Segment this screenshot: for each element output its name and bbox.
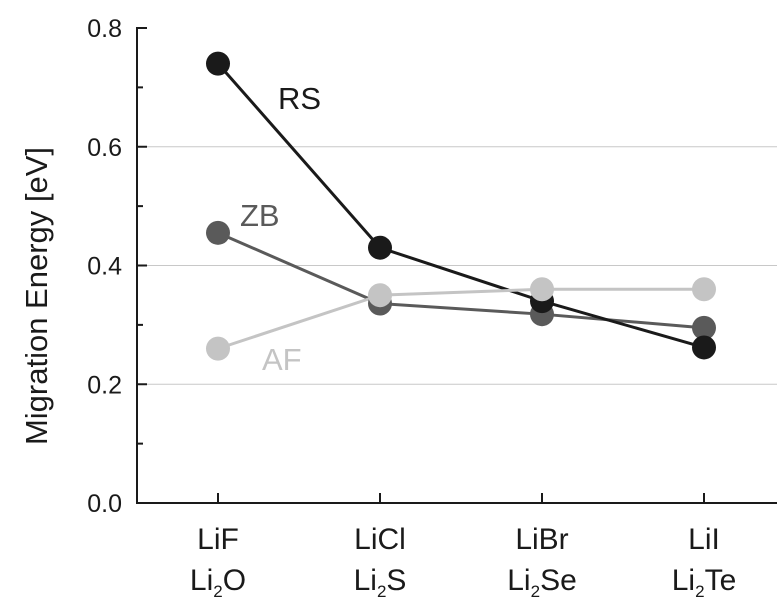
series-line-af: [218, 289, 704, 348]
point-af-2: [530, 277, 554, 301]
point-rs-3: [692, 335, 716, 359]
point-af-1: [368, 283, 392, 307]
point-af-0: [206, 337, 230, 361]
x-category-sublabel-0: Li2O: [190, 564, 246, 601]
series-labels: ZB RS AF: [240, 81, 321, 377]
point-af-3: [692, 277, 716, 301]
grid-lines: [137, 147, 777, 385]
x-category-sublabel-1: Li2S: [354, 564, 407, 601]
x-category-label-1: LiCl: [354, 523, 406, 556]
point-zb-0: [206, 221, 230, 245]
series-label-rs: RS: [278, 81, 321, 116]
x-category-label-3: LiI: [688, 523, 720, 556]
y-ticks: 0.0 0.2 0.4 0.6 0.8: [87, 15, 147, 518]
x-category-label-0: LiF: [197, 523, 239, 556]
point-rs-0: [206, 52, 230, 76]
x-category-sublabel-3: Li2Te: [672, 564, 737, 601]
x-ticks: LiF Li2O LiCl Li2S LiBr Li2Se LiI Li2Te: [190, 493, 736, 601]
y-axis-label: Migration Energy [eV]: [19, 147, 54, 445]
series-line-zb: [218, 233, 704, 328]
y-tick-label-0: 0.0: [87, 490, 122, 518]
point-rs-1: [368, 236, 392, 260]
y-tick-label-2: 0.4: [87, 253, 122, 281]
x-category-label-2: LiBr: [515, 523, 568, 556]
series-label-zb: ZB: [240, 198, 280, 233]
series-label-af: AF: [262, 342, 302, 377]
y-tick-label-4: 0.8: [87, 15, 122, 43]
x-category-sublabel-2: Li2Se: [507, 564, 577, 601]
y-tick-label-1: 0.2: [87, 371, 122, 399]
y-tick-label-3: 0.6: [87, 134, 122, 162]
